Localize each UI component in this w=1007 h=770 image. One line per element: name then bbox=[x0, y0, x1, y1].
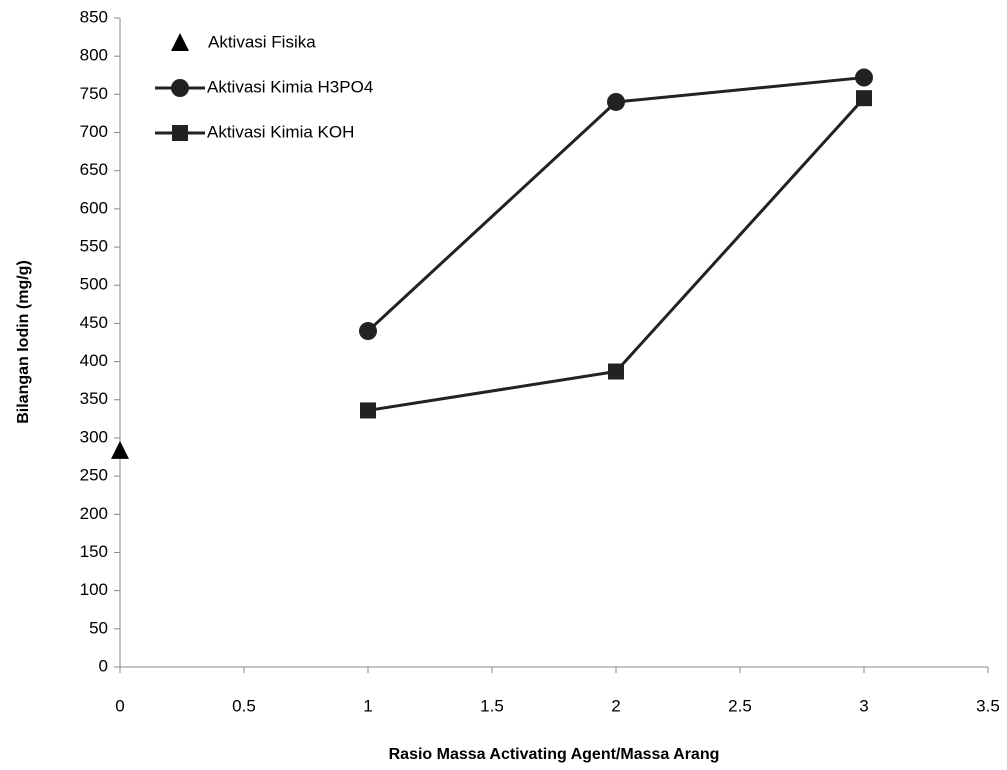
y-tick-label: 350 bbox=[80, 389, 108, 408]
y-tick-label: 750 bbox=[80, 84, 108, 103]
y-tick-label: 550 bbox=[80, 237, 108, 256]
x-tick-label: 0.5 bbox=[232, 696, 256, 715]
y-tick-label: 450 bbox=[80, 313, 108, 332]
series-line bbox=[368, 78, 864, 331]
chart: Rasio Massa Activating Agent/Massa Arang… bbox=[0, 0, 1007, 770]
x-tick-label: 3.5 bbox=[976, 696, 1000, 715]
y-axis-title: Bilangan Iodin (mg/g) bbox=[15, 260, 32, 424]
legend-marker bbox=[171, 33, 189, 51]
data-point bbox=[855, 69, 873, 87]
data-point bbox=[608, 364, 624, 380]
data-point bbox=[856, 90, 872, 106]
y-tick-label: 100 bbox=[80, 580, 108, 599]
x-axis-title: Rasio Massa Activating Agent/Massa Arang bbox=[389, 746, 720, 763]
y-tick-label: 650 bbox=[80, 160, 108, 179]
data-point bbox=[607, 93, 625, 111]
legend-label: Aktivasi Kimia H3PO4 bbox=[207, 77, 373, 96]
y-tick-label: 800 bbox=[80, 46, 108, 65]
y-tick-label: 600 bbox=[80, 198, 108, 217]
data-point bbox=[360, 402, 376, 418]
x-tick-label: 2.5 bbox=[728, 696, 752, 715]
legend-label: Aktivasi Fisika bbox=[208, 32, 316, 51]
y-tick-label: 200 bbox=[80, 504, 108, 523]
y-tick-label: 250 bbox=[80, 466, 108, 485]
legend-marker bbox=[172, 125, 188, 141]
y-tick-label: 400 bbox=[80, 351, 108, 370]
x-tick-label: 2 bbox=[611, 696, 620, 715]
y-tick-label: 50 bbox=[89, 618, 108, 637]
x-tick-label: 3 bbox=[859, 696, 868, 715]
y-tick-label: 0 bbox=[99, 656, 108, 675]
x-tick-label: 1.5 bbox=[480, 696, 504, 715]
data-point bbox=[359, 322, 377, 340]
x-tick-label: 0 bbox=[115, 696, 124, 715]
y-tick-label: 300 bbox=[80, 427, 108, 446]
y-tick-label: 700 bbox=[80, 122, 108, 141]
x-tick-label: 1 bbox=[363, 696, 372, 715]
data-point bbox=[111, 441, 129, 459]
y-tick-label: 500 bbox=[80, 275, 108, 294]
legend-label: Aktivasi Kimia KOH bbox=[207, 122, 354, 141]
legend-marker bbox=[171, 79, 189, 97]
y-tick-label: 850 bbox=[80, 7, 108, 26]
y-tick-label: 150 bbox=[80, 542, 108, 561]
